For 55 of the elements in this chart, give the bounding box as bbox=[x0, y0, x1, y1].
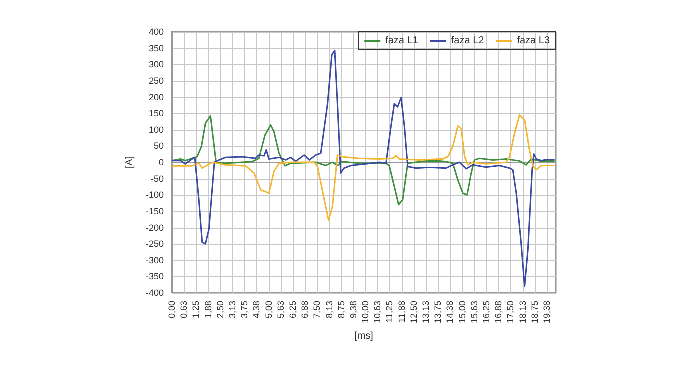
y-tick-label: 0 bbox=[158, 158, 164, 168]
x-tick-label: 1,25 bbox=[191, 301, 202, 319]
x-tick-label: 8,75 bbox=[336, 301, 346, 319]
y-axis-title: [A] bbox=[124, 156, 136, 169]
x-tick-label: 0,63 bbox=[179, 301, 190, 319]
x-tick-label: 5,00 bbox=[264, 301, 274, 319]
x-tick-label: 15,63 bbox=[469, 301, 480, 324]
y-tick-label: 350 bbox=[148, 43, 164, 54]
x-tick-label: 10,00 bbox=[360, 301, 371, 324]
y-tick-label: -50 bbox=[150, 174, 164, 184]
x-tick-label: 14,38 bbox=[445, 301, 456, 324]
y-tick-label: 150 bbox=[148, 108, 164, 119]
x-tick-label: 5,63 bbox=[276, 301, 286, 319]
y-tick-label: 300 bbox=[148, 60, 164, 70]
x-tick-label: 19,38 bbox=[542, 301, 552, 324]
x-tick-label: 7,50 bbox=[312, 301, 322, 319]
y-tick-label: 200 bbox=[148, 92, 164, 102]
x-tick-label: 13,13 bbox=[421, 301, 432, 324]
x-tick-label: 10,63 bbox=[372, 301, 383, 324]
x-axis-title: [ms] bbox=[354, 330, 374, 342]
y-tick-label: -350 bbox=[146, 272, 164, 282]
y-tick-label: -300 bbox=[146, 255, 164, 266]
x-tick-label: 16,25 bbox=[482, 301, 492, 324]
y-tick-label: -100 bbox=[146, 190, 164, 200]
x-tick-label: 16,88 bbox=[494, 301, 504, 324]
y-tick-label: 400 bbox=[148, 27, 164, 37]
x-tick-label: 12,50 bbox=[408, 301, 419, 324]
x-tick-label: 9,38 bbox=[348, 301, 358, 319]
y-tick-label: -150 bbox=[146, 206, 164, 216]
x-tick-label: 18,13 bbox=[518, 301, 528, 324]
legend-label: faza L1 bbox=[386, 36, 419, 46]
x-tick-label: 11,25 bbox=[384, 301, 395, 323]
x-tick-label: 0,00 bbox=[167, 301, 177, 319]
y-tick-label: 50 bbox=[154, 141, 164, 152]
legend-label: faza L2 bbox=[451, 36, 485, 46]
line-series bbox=[171, 50, 556, 288]
x-tick-label: 15,00 bbox=[457, 301, 468, 324]
y-tick-label: -400 bbox=[146, 288, 164, 298]
x-tick-label: 18,75 bbox=[530, 301, 540, 324]
y-tick-label: -200 bbox=[146, 222, 164, 233]
x-tick-label: 2,50 bbox=[215, 301, 226, 319]
x-tick-label: 8,13 bbox=[324, 301, 334, 319]
x-tick-label: 6,25 bbox=[288, 301, 298, 319]
x-tick-label: 3,75 bbox=[240, 301, 250, 319]
y-tick-label: 250 bbox=[148, 76, 164, 86]
x-tick-label: 17,50 bbox=[506, 301, 516, 324]
x-tick-label: 1,88 bbox=[203, 301, 214, 319]
x-tick-label: 13,75 bbox=[433, 301, 444, 324]
y-tick-label: 100 bbox=[148, 124, 164, 135]
x-tick-label: 11,88 bbox=[396, 301, 407, 323]
x-tick-label: 4,38 bbox=[252, 301, 262, 319]
legend-label: faza L3 bbox=[517, 36, 550, 46]
x-tick-label: 6,88 bbox=[300, 301, 310, 319]
y-tick-label: -250 bbox=[146, 239, 164, 250]
x-tick-label: 3,13 bbox=[227, 301, 238, 319]
